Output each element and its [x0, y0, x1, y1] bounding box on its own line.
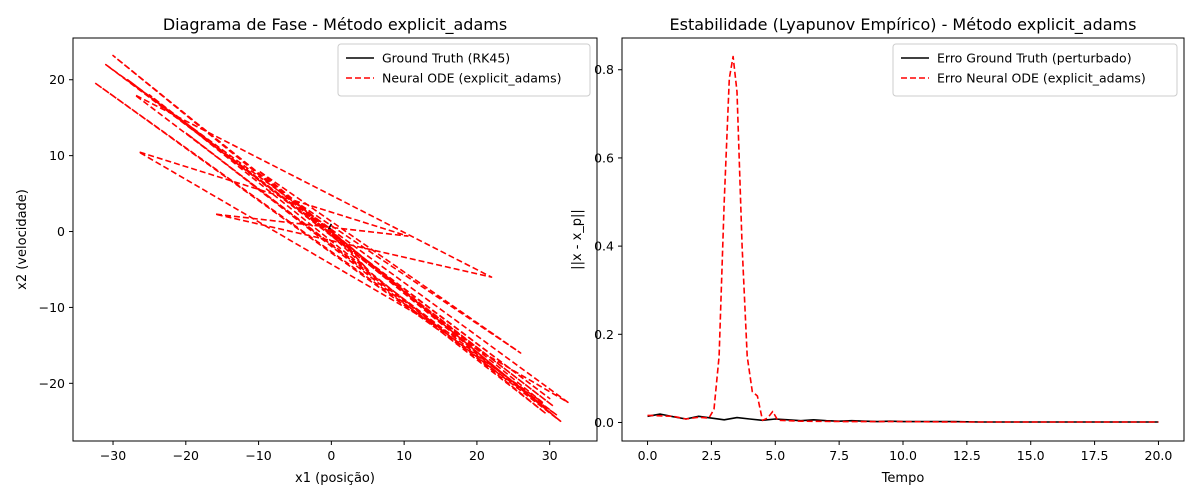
x-tick-label: 10.0: [889, 448, 917, 463]
x-tick-label: −10: [245, 448, 271, 463]
y-tick-label: 0.6: [594, 150, 614, 165]
x-tick-label: 5.0: [765, 448, 785, 463]
lyapunov-stability-chart: 0.0 2.5 5.0 7.5 10.0 12.5 15.0 17.5 20.0 0.0 0.2 0.…: [570, 15, 1185, 486]
x-tick-label: 15.0: [1017, 448, 1045, 463]
axes-frame: [621, 37, 1185, 442]
series-line-neural-ode: [94, 54, 569, 423]
x-tick-label: −30: [100, 448, 126, 463]
x-tick-label: 0: [327, 448, 335, 463]
phase-diagram-chart: −30 −20 −10 0 10 20 30 −20 −10 0 10 20 Diagrama de F…: [15, 15, 598, 486]
x-tick-label: 7.5: [829, 448, 849, 463]
legend-entry: Erro Ground Truth (perturbado): [937, 51, 1132, 66]
series-line-neural-ode: [647, 55, 1159, 423]
x-tick-label: 20: [469, 448, 485, 463]
y-tick-label: 20: [49, 72, 65, 87]
y-tick-label: −20: [39, 376, 65, 391]
y-axis-label: ||x - x_p||: [570, 209, 585, 270]
legend: Erro Ground Truth (perturbado) Erro Neura…: [892, 43, 1178, 97]
y-tick-label: 0: [57, 224, 65, 239]
x-axis-label: Tempo: [881, 471, 925, 486]
legend-box: [337, 43, 591, 97]
x-tick-label: 30: [542, 448, 558, 463]
y-tick-label: 0.8: [594, 62, 614, 77]
x-tick-label: 20.0: [1145, 448, 1173, 463]
x-tick-label: 12.5: [953, 448, 981, 463]
y-tick-label: −10: [39, 300, 65, 315]
x-tick-label: 17.5: [1081, 448, 1109, 463]
x-tick-label: 10: [396, 448, 412, 463]
y-tick-label: 10: [49, 148, 65, 163]
legend-entry: Neural ODE (explicit_adams): [382, 71, 562, 86]
chart-title: Estabilidade (Lyapunov Empírico) - Métod…: [670, 15, 1137, 35]
y-tick-label: 0.2: [594, 327, 614, 342]
x-tick-label: −20: [173, 448, 199, 463]
y-axis-label: x2 (velocidade): [15, 189, 30, 290]
legend: Ground Truth (RK45) Neural ODE (explicit_…: [337, 43, 591, 97]
x-axis-label: x1 (posição): [295, 471, 375, 486]
series-line-ground-truth: [647, 413, 1159, 423]
chart-title: Diagrama de Fase - Método explicit_adams: [163, 15, 507, 35]
legend-entry: Erro Neural ODE (explicit_adams): [937, 71, 1146, 86]
axes-frame: [72, 37, 598, 442]
plot-area: [647, 55, 1159, 423]
x-tick-label: 0.0: [638, 448, 658, 463]
y-tick-label: 0.4: [594, 239, 614, 254]
y-tick-label: 0.0: [594, 415, 614, 430]
x-tick-label: 2.5: [701, 448, 721, 463]
plot-area: [94, 54, 569, 423]
legend-entry: Ground Truth (RK45): [382, 51, 510, 66]
legend-box: [892, 43, 1178, 97]
